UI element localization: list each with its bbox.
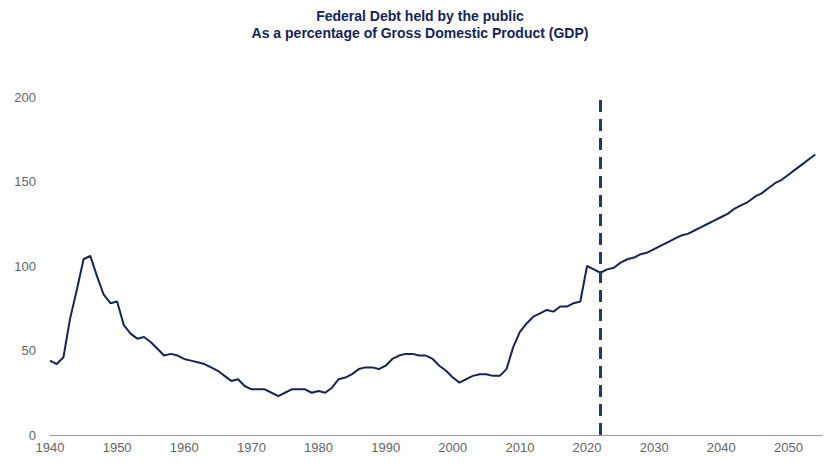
svg-text:1950: 1950: [103, 440, 132, 455]
svg-text:0: 0: [28, 427, 36, 443]
svg-text:Federal Debt held by the publi: Federal Debt held by the public: [316, 8, 524, 24]
svg-text:100: 100: [14, 259, 36, 274]
svg-text:2000: 2000: [438, 440, 467, 455]
svg-text:As a percentage of Gross Domes: As a percentage of Gross Domestic Produc…: [252, 25, 589, 41]
svg-text:1990: 1990: [371, 440, 400, 455]
svg-text:2030: 2030: [640, 440, 669, 455]
svg-text:1960: 1960: [170, 440, 199, 455]
svg-text:1980: 1980: [304, 440, 333, 455]
svg-text:1940: 1940: [36, 440, 65, 455]
svg-text:2010: 2010: [505, 440, 534, 455]
svg-text:50: 50: [22, 343, 36, 358]
svg-text:1970: 1970: [237, 440, 266, 455]
svg-text:2020: 2020: [573, 440, 602, 455]
svg-text:2040: 2040: [707, 440, 736, 455]
svg-text:2050: 2050: [774, 440, 803, 455]
svg-text:200: 200: [14, 90, 36, 105]
svg-text:150: 150: [14, 174, 36, 189]
